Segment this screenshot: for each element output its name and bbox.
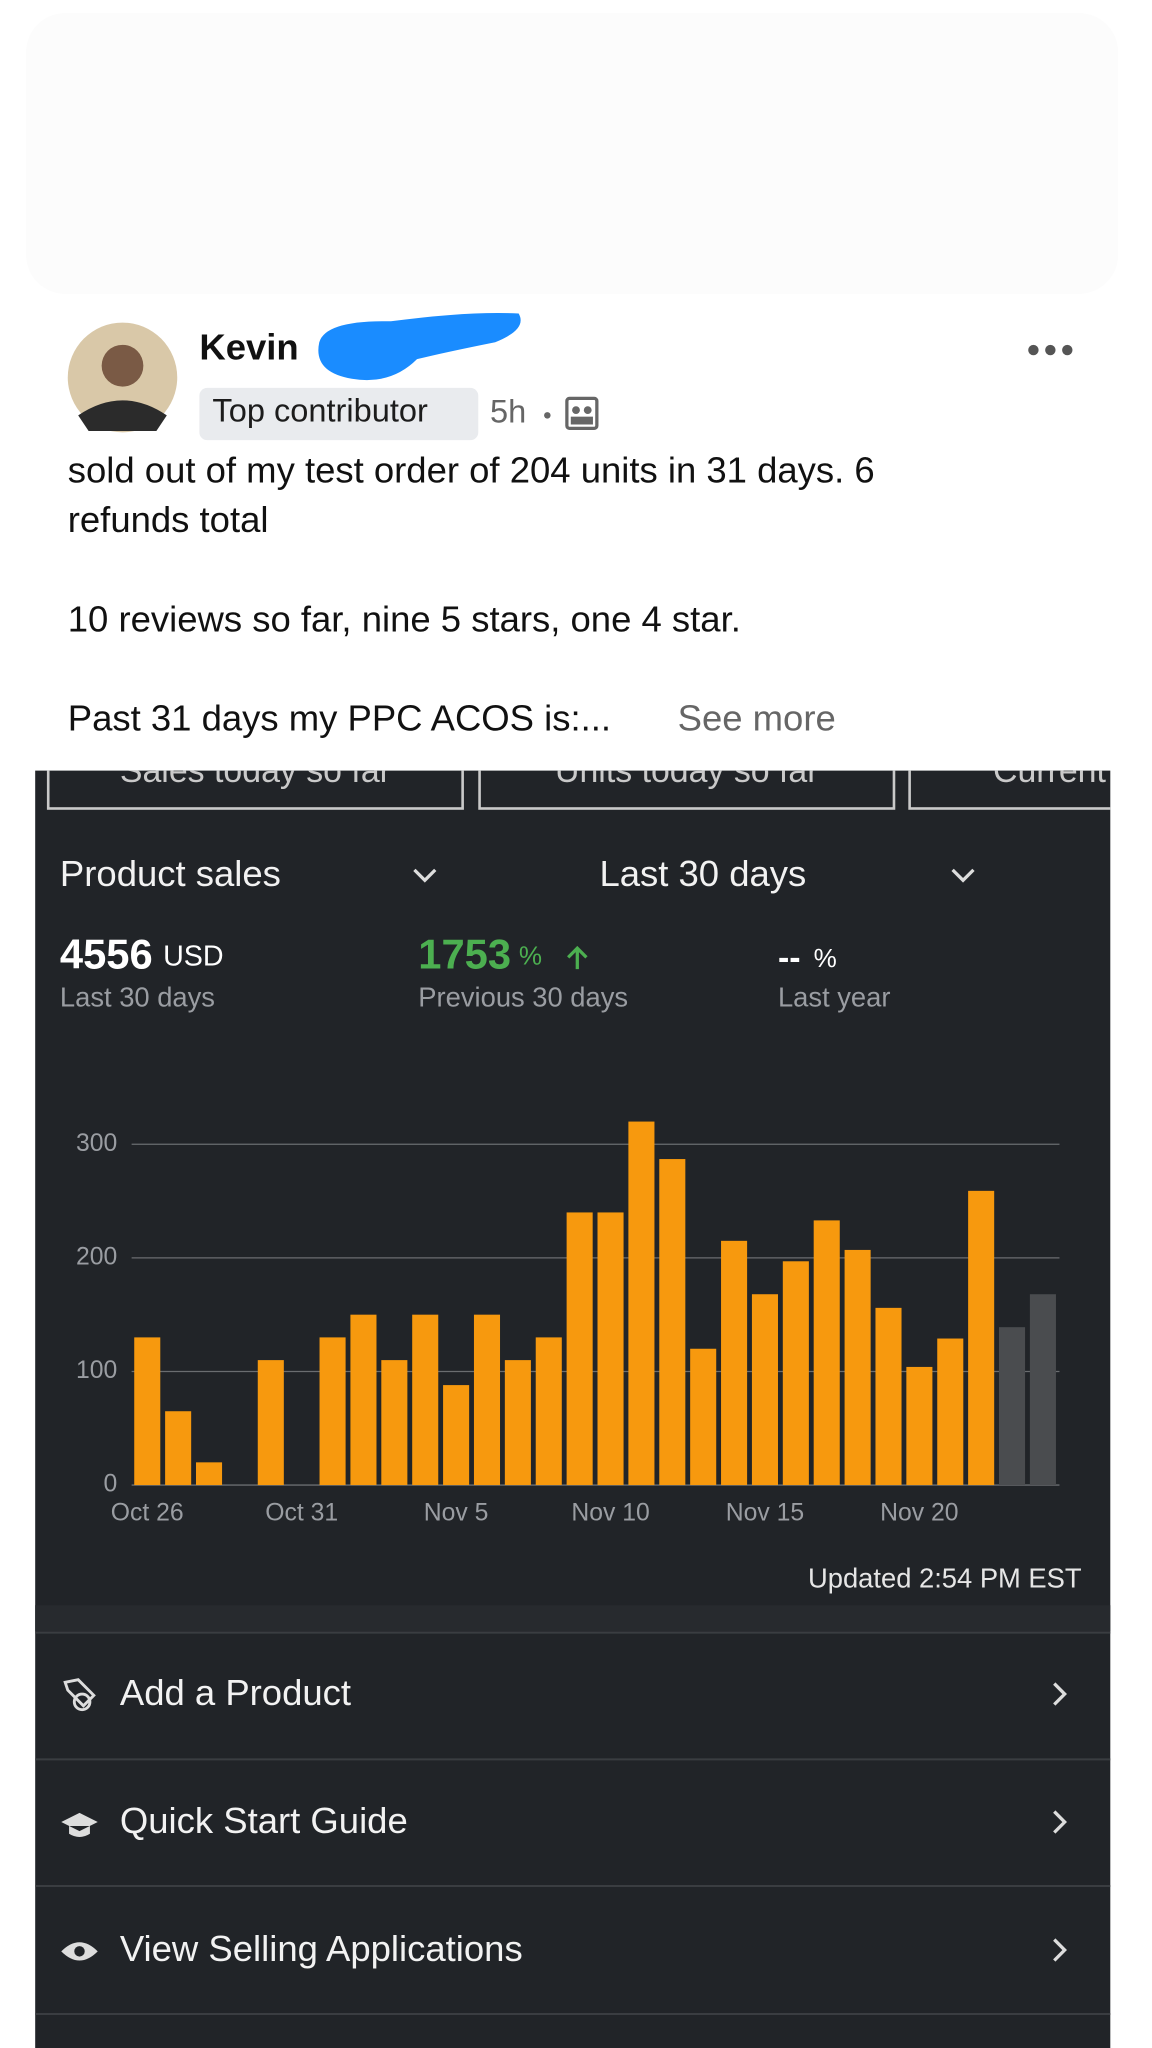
post-line: refunds total: [68, 499, 269, 540]
x-tick-label: Oct 26: [111, 1499, 184, 1526]
x-tick-label: Nov 15: [726, 1499, 804, 1526]
bar: [535, 1337, 562, 1486]
stat: 1753%: [418, 930, 542, 977]
stat-label: Last 30 days: [60, 981, 215, 1012]
author-name[interactable]: Kevin: [199, 327, 298, 368]
view-icon: [61, 1942, 98, 1961]
bar: [937, 1338, 964, 1486]
badge-bg: [199, 387, 479, 441]
audience-icon: [565, 396, 599, 431]
bar: [165, 1411, 192, 1486]
post-line: sold out of my test order of 204 units i…: [68, 449, 875, 490]
bar: [443, 1385, 470, 1486]
post-line: Past 31 days my PPC ACOS is:...: [68, 698, 611, 739]
add-product-icon: [63, 1678, 96, 1712]
bar: [319, 1337, 346, 1486]
bar: [844, 1249, 871, 1486]
tab-label: Current: [993, 752, 1107, 790]
avatar-face: [101, 344, 144, 387]
stat-unit: %: [519, 940, 542, 970]
y-tick-label: 200: [76, 1243, 117, 1270]
tab[interactable]: [478, 731, 896, 810]
bar: [906, 1366, 933, 1486]
redaction: [318, 312, 521, 381]
chevron-down: [951, 868, 975, 883]
bar: [659, 1159, 686, 1486]
post-time: 5h: [490, 393, 526, 430]
dot: [544, 412, 551, 419]
badge: Top contributor: [212, 391, 428, 428]
bar: [566, 1212, 593, 1486]
metric-select[interactable]: Product sales: [60, 853, 281, 894]
separator: [35, 1605, 1111, 1632]
x-tick-label: Nov 5: [424, 1499, 489, 1526]
stat-label: Last year: [778, 981, 890, 1012]
menu: Add a Product Quick Start Guide View Sel…: [35, 1631, 1111, 2016]
stat-unit: %: [814, 943, 837, 973]
stat-value: 4556: [60, 930, 153, 977]
bar: [412, 1314, 439, 1486]
x-tick-label: Nov 10: [571, 1499, 649, 1526]
bar: [257, 1360, 284, 1486]
menu-item[interactable]: Add a Product: [120, 1672, 351, 1713]
menu-item[interactable]: Quick Start Guide: [120, 1800, 408, 1841]
stat: 4556 USD: [60, 930, 224, 977]
see-more[interactable]: See more: [678, 698, 836, 739]
bar: [968, 1190, 995, 1486]
bar: [473, 1314, 501, 1486]
tab[interactable]: [908, 731, 1152, 810]
guide-icon: [61, 1812, 98, 1838]
tab[interactable]: [46, 731, 464, 810]
bar: [597, 1212, 624, 1486]
bar: [999, 1327, 1026, 1486]
chevron-right: [1053, 1938, 1067, 1962]
chevron-down: [413, 868, 437, 883]
more-button[interactable]: [1028, 344, 1073, 356]
bar: [875, 1307, 902, 1486]
stat-unit: USD: [163, 940, 224, 972]
bar: [504, 1360, 531, 1486]
y-tick-label: 0: [104, 1471, 118, 1498]
bar: [813, 1220, 840, 1486]
x-tick-label: Nov 20: [880, 1499, 958, 1526]
bar: [381, 1360, 408, 1486]
menu-item[interactable]: View Selling Applications: [120, 1928, 523, 1969]
bar: [195, 1462, 223, 1486]
stat-value: 1753: [418, 930, 511, 977]
tab-label: Sales today so far: [120, 752, 391, 790]
up-arrow: [567, 945, 588, 970]
stat-label: Previous 30 days: [418, 981, 628, 1012]
chart: 0 100 200 300 Oct 26 Oct 31 Nov 5 Nov 10 Nov 15 N…: [76, 1121, 1060, 1526]
bar: [1029, 1294, 1056, 1486]
stat: --%: [778, 939, 837, 977]
bar: [628, 1121, 655, 1486]
tab-label: Units today so far: [555, 752, 819, 790]
bar: [751, 1294, 778, 1486]
avatar-shirt: [78, 400, 167, 432]
y-tick-label: 300: [76, 1130, 117, 1157]
x-tick-label: Oct 31: [265, 1499, 338, 1526]
bar: [690, 1348, 717, 1486]
bar: [721, 1240, 748, 1486]
post-line: 10 reviews so far, nine 5 stars, one 4 s…: [68, 598, 741, 639]
bar: [350, 1314, 377, 1486]
top-card: [26, 13, 1119, 294]
chevron-right: [1053, 1682, 1067, 1706]
bar: [134, 1337, 161, 1486]
chevron-right: [1053, 1810, 1067, 1834]
stat-value: --: [778, 939, 801, 977]
updated: Updated 2:54 PM EST: [808, 1563, 1082, 1594]
bar: [782, 1261, 809, 1486]
period-select[interactable]: Last 30 days: [599, 853, 806, 894]
y-tick-label: 100: [76, 1357, 117, 1384]
